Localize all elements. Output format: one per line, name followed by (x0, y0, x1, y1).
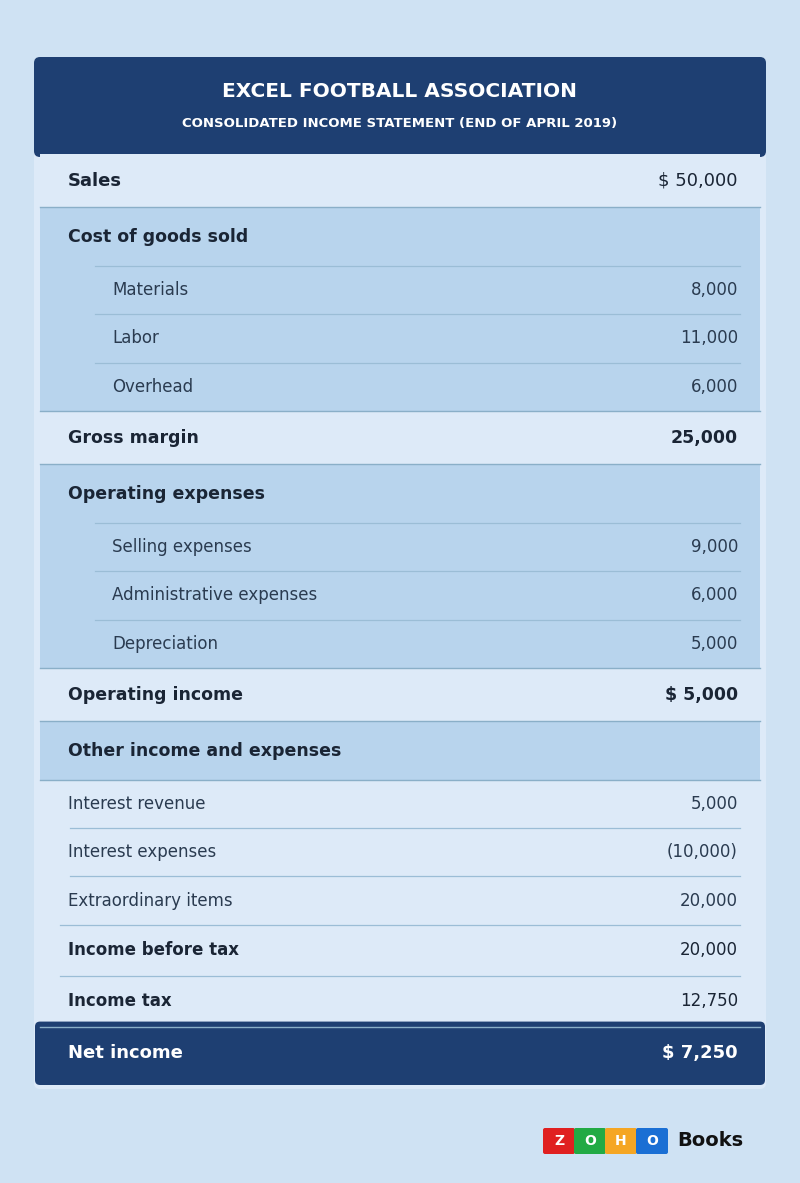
Bar (40, 828, 760, 877)
Text: 5,000: 5,000 (690, 795, 738, 813)
Text: Z: Z (554, 1134, 564, 1148)
FancyBboxPatch shape (34, 57, 766, 157)
Text: EXCEL FOOTBALL ASSOCIATION: EXCEL FOOTBALL ASSOCIATION (222, 82, 578, 101)
Bar (40, 571, 760, 620)
Text: $ 7,250: $ 7,250 (662, 1045, 738, 1062)
Bar (40, 668, 760, 722)
Bar (40, 925, 760, 976)
Text: Administrative expenses: Administrative expenses (112, 587, 318, 605)
Text: Income tax: Income tax (68, 993, 172, 1010)
Text: Cost of goods sold: Cost of goods sold (68, 227, 248, 246)
Text: 25,000: 25,000 (671, 428, 738, 447)
Text: 6,000: 6,000 (690, 587, 738, 605)
Text: Gross margin: Gross margin (68, 428, 199, 447)
Text: $ 50,000: $ 50,000 (658, 172, 738, 189)
Bar (40, 266, 760, 315)
FancyBboxPatch shape (574, 1129, 606, 1153)
Text: 6,000: 6,000 (690, 377, 738, 396)
Bar (40, 363, 760, 411)
Text: Selling expenses: Selling expenses (112, 538, 252, 556)
Text: O: O (646, 1134, 658, 1148)
Text: 8,000: 8,000 (690, 282, 738, 299)
Bar (40, 315, 760, 363)
Text: Labor: Labor (112, 329, 159, 348)
Bar (40, 976, 760, 1027)
Text: CONSOLIDATED INCOME STATEMENT (END OF APRIL 2019): CONSOLIDATED INCOME STATEMENT (END OF AP… (182, 116, 618, 129)
FancyBboxPatch shape (543, 1129, 575, 1153)
FancyBboxPatch shape (35, 1022, 765, 1085)
Bar (40, 877, 760, 925)
Text: Interest expenses: Interest expenses (68, 843, 216, 861)
Text: 12,750: 12,750 (680, 993, 738, 1010)
Text: 11,000: 11,000 (680, 329, 738, 348)
Text: 20,000: 20,000 (680, 892, 738, 910)
Text: Overhead: Overhead (112, 377, 193, 396)
Bar (40, 154, 760, 207)
Text: Sales: Sales (68, 172, 122, 189)
Text: O: O (584, 1134, 596, 1148)
FancyBboxPatch shape (636, 1129, 668, 1153)
Bar (40, 780, 760, 828)
Bar (40, 620, 760, 668)
Bar (40, 207, 760, 266)
Text: Books: Books (677, 1131, 743, 1151)
Text: Interest revenue: Interest revenue (68, 795, 206, 813)
Text: 5,000: 5,000 (690, 635, 738, 653)
Text: Materials: Materials (112, 282, 188, 299)
FancyBboxPatch shape (605, 1129, 637, 1153)
Text: Extraordinary items: Extraordinary items (68, 892, 233, 910)
Text: Income before tax: Income before tax (68, 942, 239, 959)
FancyBboxPatch shape (34, 57, 766, 1090)
Text: Operating income: Operating income (68, 686, 243, 704)
Bar (40, 411, 760, 465)
Text: Depreciation: Depreciation (112, 635, 218, 653)
Bar (40, 465, 760, 523)
Text: 9,000: 9,000 (690, 538, 738, 556)
Bar (40, 523, 760, 571)
Text: (10,000): (10,000) (667, 843, 738, 861)
Text: Operating expenses: Operating expenses (68, 485, 265, 503)
Text: 20,000: 20,000 (680, 942, 738, 959)
Bar (40, 722, 760, 780)
Text: Net income: Net income (68, 1045, 183, 1062)
Text: $ 5,000: $ 5,000 (665, 686, 738, 704)
Text: Other income and expenses: Other income and expenses (68, 742, 342, 759)
Text: H: H (615, 1134, 627, 1148)
